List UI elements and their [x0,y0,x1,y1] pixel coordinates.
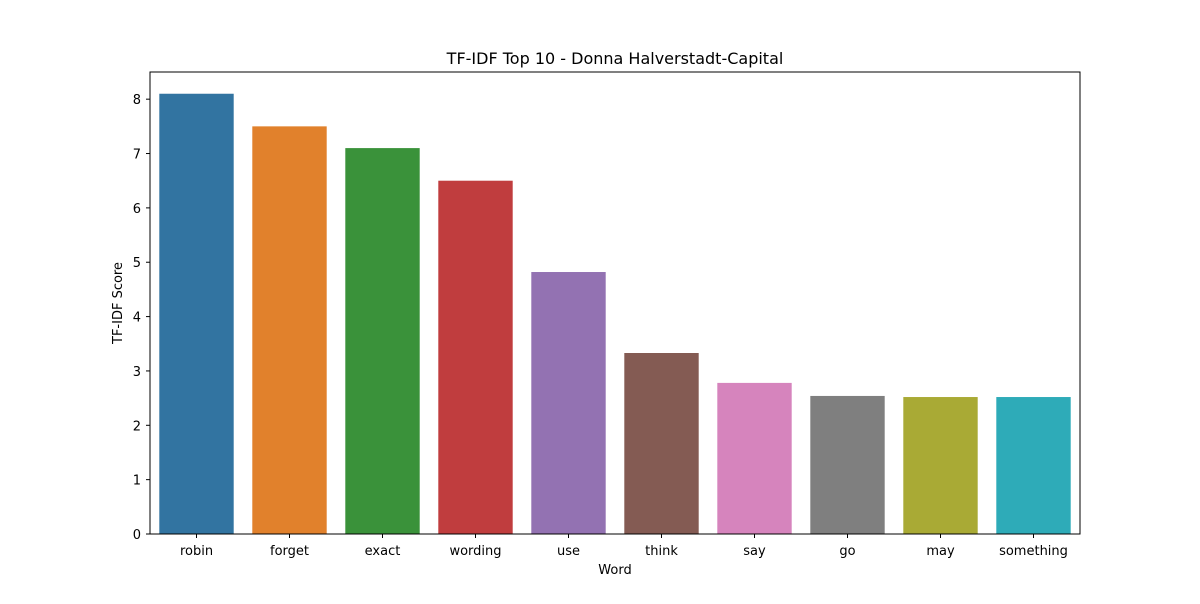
x-tick-label: wording [449,544,501,559]
y-tick-label: 8 [133,93,141,108]
x-tick-label: go [839,544,855,559]
y-tick-label: 3 [133,365,141,380]
bar-use [531,272,606,534]
bar-go [810,395,885,534]
chart-title: TF-IDF Top 10 - Donna Halverstadt-Capita… [446,49,784,68]
bar-wording [438,180,513,535]
bar-exact [345,148,420,534]
y-tick-label: 6 [133,202,141,217]
x-tick-label: something [999,544,1068,559]
x-tick-label: forget [270,544,309,559]
plot-frame [149,71,1081,535]
bar-something [996,397,1071,534]
bars-layer [159,93,1071,535]
y-tick-label: 7 [133,148,141,163]
y-tick-label: 4 [133,311,141,326]
x-axis-label: Word [598,563,631,578]
y-tick-label: 0 [133,528,141,543]
bar-think [624,353,699,534]
x-tick-label: use [557,544,580,559]
x-tick-label: robin [180,544,213,559]
y-tick-label: 1 [133,474,141,489]
bar-may [903,397,978,534]
x-tick-label: may [926,544,955,559]
x-tick-label: exact [365,544,401,559]
x-axis-ticks: robin forget exact wording use think say go may s… [180,534,1068,559]
y-tick-label: 2 [133,419,141,434]
y-axis-ticks: 0 1 2 3 4 5 6 7 8 [133,93,150,543]
y-axis-label: TF-IDF Score [111,262,126,345]
bar-robin [159,93,234,534]
bar-forget [252,126,327,535]
x-tick-label: say [743,544,766,559]
bar-say [717,382,792,534]
y-tick-label: 5 [133,256,141,271]
x-tick-label: think [645,544,678,559]
